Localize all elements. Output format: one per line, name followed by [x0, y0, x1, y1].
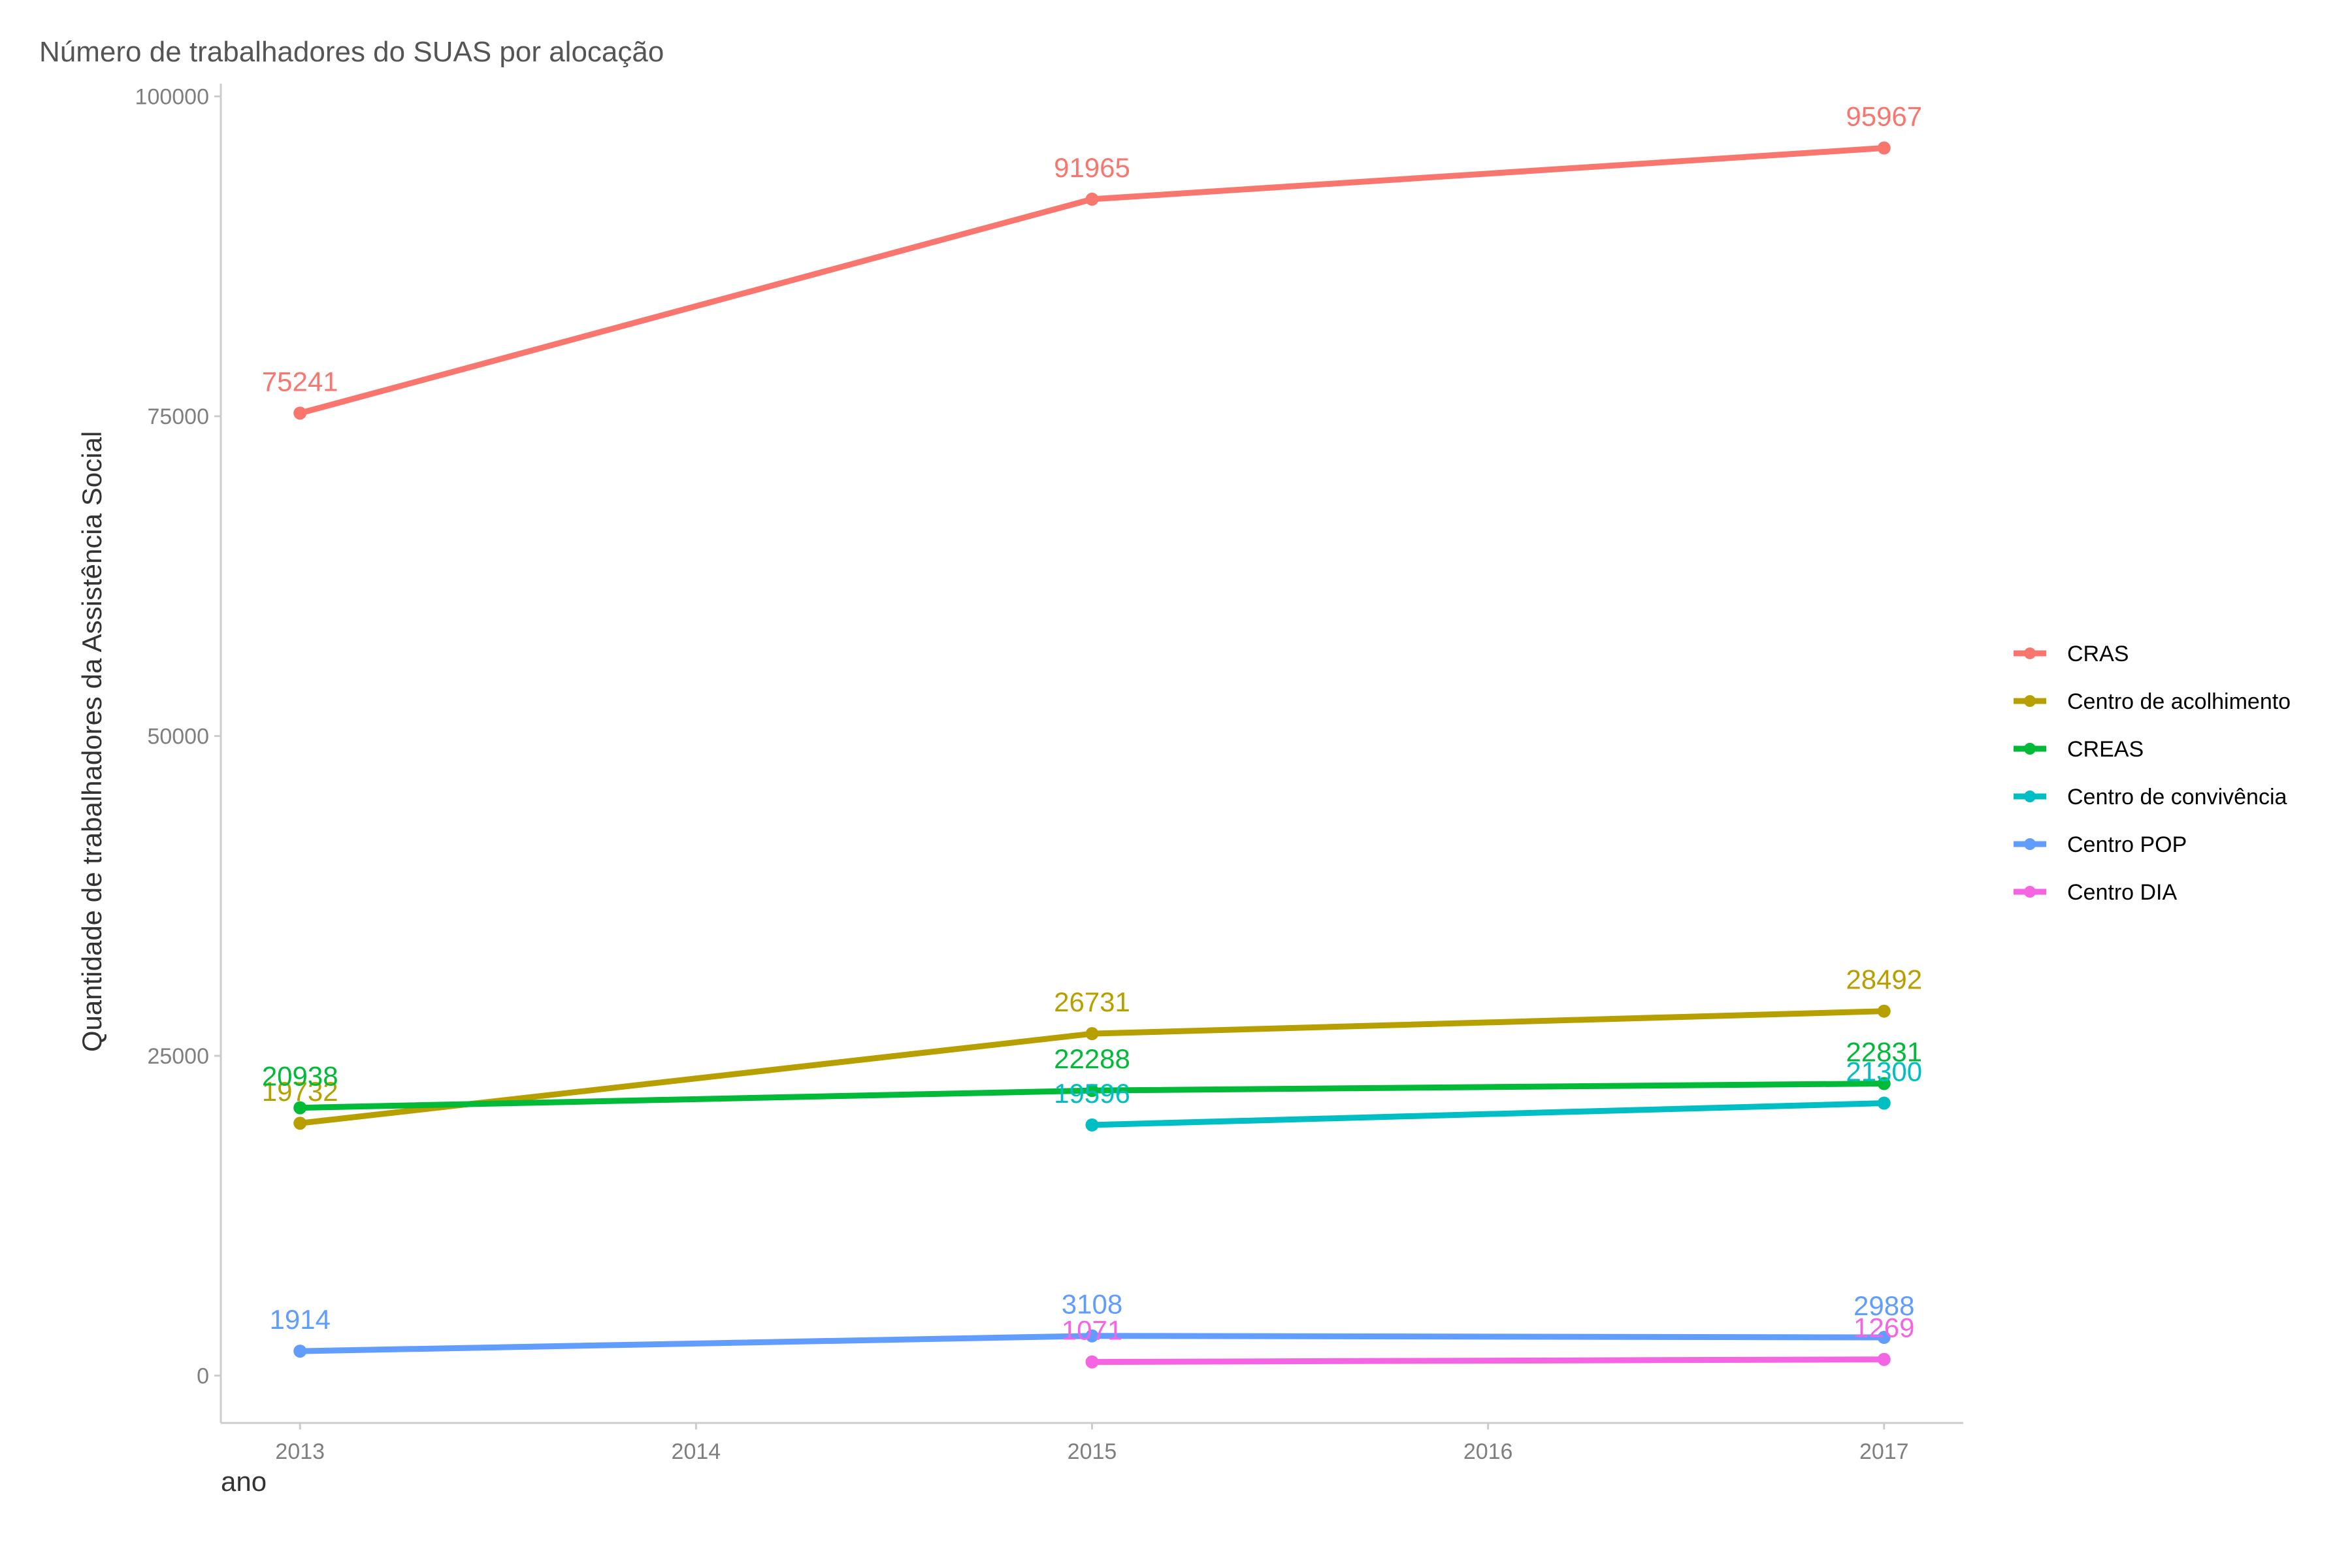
legend-label: Centro de convivência: [2067, 785, 2287, 809]
data-point-cras: [1877, 141, 1891, 155]
series-line-centro-de-convivencia: [1089, 1100, 1887, 1128]
data-label-creas: 20938: [262, 1061, 338, 1092]
y-tick-label: 0: [197, 1364, 209, 1389]
y-tick-label: 50000: [147, 725, 209, 749]
data-point-creas: [1085, 1084, 1099, 1098]
data-point-centro-de-acolhimento: [1877, 1004, 1891, 1018]
y-tick-label: 75000: [147, 404, 209, 429]
x-axis-title: ano: [221, 1466, 267, 1497]
legend-item-cras: CRAS: [2014, 642, 2129, 666]
data-point-cras: [293, 406, 307, 420]
y-ticks: 0 25000 50000 75000 100000: [135, 85, 221, 1389]
y-tick-label: 25000: [147, 1044, 209, 1069]
data-point-centro-pop: [293, 1345, 307, 1358]
legend-key-point: [2024, 647, 2036, 659]
legend-label: CREAS: [2067, 737, 2144, 762]
data-label-cras: 75241: [262, 366, 338, 397]
legend-item-centro-de-convivencia: Centro de convivência: [2014, 785, 2287, 809]
x-ticks: 2013 2014 2015 2016 2017: [275, 1423, 1909, 1464]
data-point-centro-de-convivencia: [1877, 1096, 1891, 1110]
legend-item-centro-de-acolhimento: Centro de acolhimento: [2014, 689, 2291, 714]
chart-title: Número de trabalhadores do SUAS por aloc…: [39, 36, 664, 68]
legend-item-creas: CREAS: [2014, 737, 2144, 762]
data-point-creas: [293, 1101, 307, 1115]
legend-key-point: [2024, 886, 2036, 898]
data-label-centro-de-acolhimento: 28492: [1846, 964, 1922, 995]
data-label-centro-pop: 2988: [1854, 1290, 1914, 1321]
data-point-centro-dia: [1085, 1355, 1099, 1369]
x-tick-label: 2016: [1463, 1439, 1513, 1464]
data-label-centro-de-acolhimento: 26731: [1054, 987, 1130, 1017]
data-point-centro-dia: [1877, 1352, 1891, 1366]
data-point-centro-de-acolhimento: [1085, 1027, 1099, 1041]
data-point-cras: [1085, 192, 1099, 206]
data-label-creas: 22831: [1846, 1037, 1922, 1068]
data-label-centro-dia: 1269: [1854, 1313, 1914, 1343]
data-label-centro-dia: 1071: [1062, 1315, 1122, 1346]
legend-label: Centro de acolhimento: [2067, 689, 2291, 714]
data-label-cras: 91965: [1054, 152, 1130, 183]
data-point-centro-pop: [1085, 1329, 1099, 1343]
legend-key-point: [2024, 791, 2036, 802]
data-label-centro-pop: 1914: [270, 1304, 331, 1335]
x-tick-label: 2014: [672, 1439, 721, 1464]
data-point-creas: [1877, 1077, 1891, 1090]
legend-label: Centro POP: [2067, 832, 2187, 857]
data-point-centro-de-convivencia: [1085, 1118, 1099, 1132]
legend: CRAS Centro de acolhimento CREAS Centro de …: [2014, 642, 2291, 905]
series-layer: [293, 141, 1891, 1369]
legend-key-point: [2024, 838, 2036, 850]
legend-label: CRAS: [2067, 642, 2129, 666]
series-line-centro-dia: [1089, 1356, 1887, 1365]
legend-item-centro-pop: Centro POP: [2014, 832, 2187, 857]
series-line-cras: [297, 145, 1887, 416]
x-tick-label: 2015: [1068, 1439, 1117, 1464]
data-label-centro-de-convivencia: 21300: [1846, 1056, 1922, 1087]
data-label-centro-de-acolhimento: 19732: [262, 1076, 338, 1107]
data-labels: 75241 91965 95967 19732 26731 28492 20938 22288…: [262, 101, 1922, 1346]
y-tick-label: 100000: [135, 85, 209, 110]
data-label-cras: 95967: [1846, 101, 1922, 132]
y-axis-title: Quantidade de trabalhadores da Assistênc…: [76, 431, 107, 1052]
data-label-creas: 22288: [1054, 1043, 1130, 1074]
x-tick-label: 2017: [1859, 1439, 1909, 1464]
legend-key-point: [2024, 743, 2036, 755]
legend-item-centro-dia: Centro DIA: [2014, 880, 2177, 905]
data-point-centro-de-acolhimento: [293, 1117, 307, 1130]
data-label-centro-pop: 3108: [1062, 1289, 1122, 1320]
data-point-centro-pop: [1877, 1331, 1891, 1345]
data-label-centro-de-convivencia: 19596: [1054, 1078, 1130, 1109]
legend-key-point: [2024, 695, 2036, 707]
x-tick-label: 2013: [275, 1439, 325, 1464]
legend-label: Centro DIA: [2067, 880, 2177, 905]
